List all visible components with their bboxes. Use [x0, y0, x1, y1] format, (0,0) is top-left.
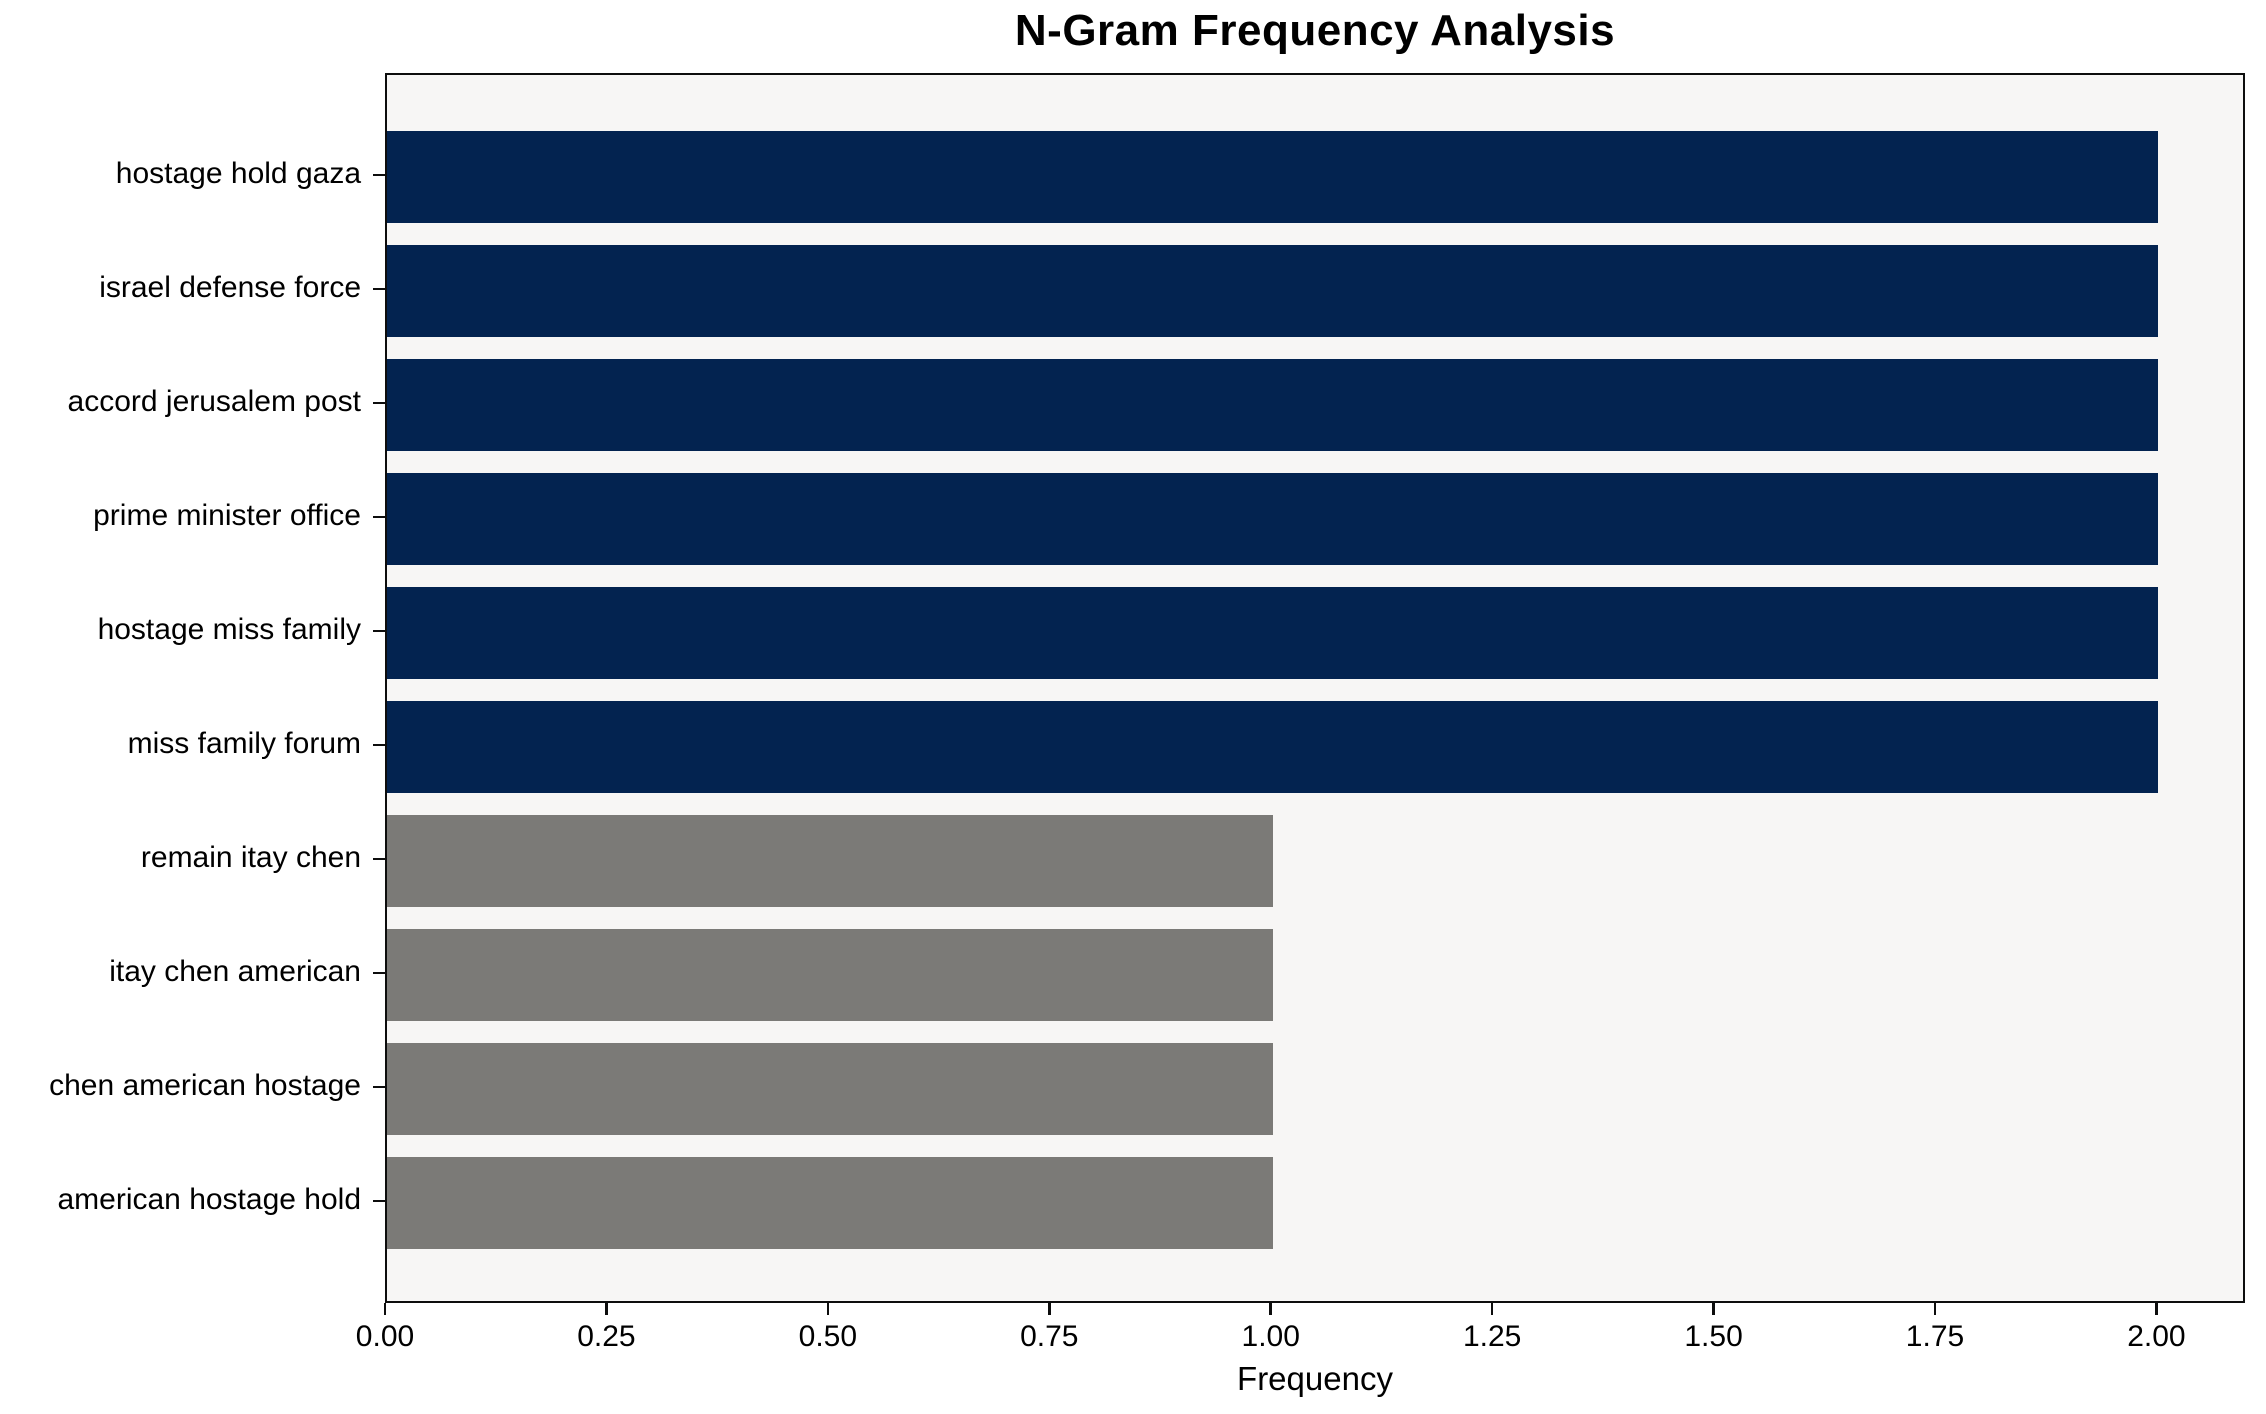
- bar-remain-itay-chen: [387, 815, 1273, 907]
- y-tick-label: itay chen american: [109, 955, 361, 988]
- y-tick-label: remain itay chen: [140, 841, 361, 874]
- x-tick-mark: [1712, 1303, 1715, 1315]
- y-tick-mark: [373, 971, 385, 975]
- x-axis-label: Frequency: [1237, 1360, 1393, 1397]
- y-tick-label: hostage hold gaza: [115, 157, 361, 190]
- chart-title: N-Gram Frequency Analysis: [1014, 6, 1616, 55]
- y-tick-label: hostage miss family: [97, 613, 361, 646]
- bar-israel-defense-force: [387, 245, 2159, 337]
- y-tick-mark: [373, 287, 385, 291]
- y-tick-label: miss family forum: [127, 727, 361, 760]
- x-tick-label: 0.50: [798, 1320, 858, 1353]
- bar-accord-jerusalem-post: [387, 359, 2159, 451]
- x-tick-mark: [1933, 1303, 1937, 1315]
- x-tick-mark: [1269, 1303, 1272, 1315]
- bar-hostage-hold-gaza: [387, 131, 2159, 223]
- bar-hostage-miss-family: [387, 587, 2159, 679]
- y-tick-mark: [373, 515, 385, 519]
- x-tick-mark: [383, 1303, 387, 1315]
- y-tick-mark: [373, 173, 385, 177]
- x-tick-label: 1.25: [1462, 1320, 1522, 1353]
- y-tick-label: accord jerusalem post: [67, 385, 361, 418]
- y-tick-mark: [373, 743, 385, 747]
- plot-area: [385, 73, 2245, 1303]
- y-tick-label: israel defense force: [99, 271, 361, 304]
- x-tick-mark: [826, 1303, 830, 1315]
- x-tick-label: 2.00: [2127, 1320, 2186, 1353]
- bar-prime-minister-office: [387, 473, 2159, 565]
- y-tick-mark: [373, 401, 385, 405]
- y-tick-label: prime minister office: [93, 499, 361, 532]
- bar-chen-american-hostage: [387, 1043, 1273, 1135]
- x-tick-mark: [1048, 1303, 1051, 1315]
- bar-american-hostage-hold: [387, 1157, 1273, 1249]
- y-tick-label: american hostage hold: [57, 1183, 361, 1216]
- y-tick-mark: [373, 1085, 385, 1089]
- bar-itay-chen-american: [387, 929, 1273, 1021]
- x-tick-label: 0.25: [577, 1320, 636, 1353]
- x-tick-mark: [2155, 1303, 2158, 1315]
- y-tick-mark: [373, 1199, 385, 1203]
- y-tick-mark: [373, 857, 385, 861]
- bar-miss-family-forum: [387, 701, 2159, 793]
- x-tick-label: 1.50: [1684, 1320, 1743, 1353]
- x-tick-label: 1.00: [1241, 1320, 1300, 1353]
- y-tick-mark: [373, 629, 385, 633]
- y-tick-label: chen american hostage: [49, 1069, 361, 1102]
- x-tick-mark: [1490, 1303, 1494, 1315]
- x-tick-label: 0.00: [355, 1320, 415, 1353]
- x-tick-label: 1.75: [1905, 1320, 1965, 1353]
- x-tick-label: 0.75: [1020, 1320, 1079, 1353]
- x-tick-mark: [605, 1303, 608, 1315]
